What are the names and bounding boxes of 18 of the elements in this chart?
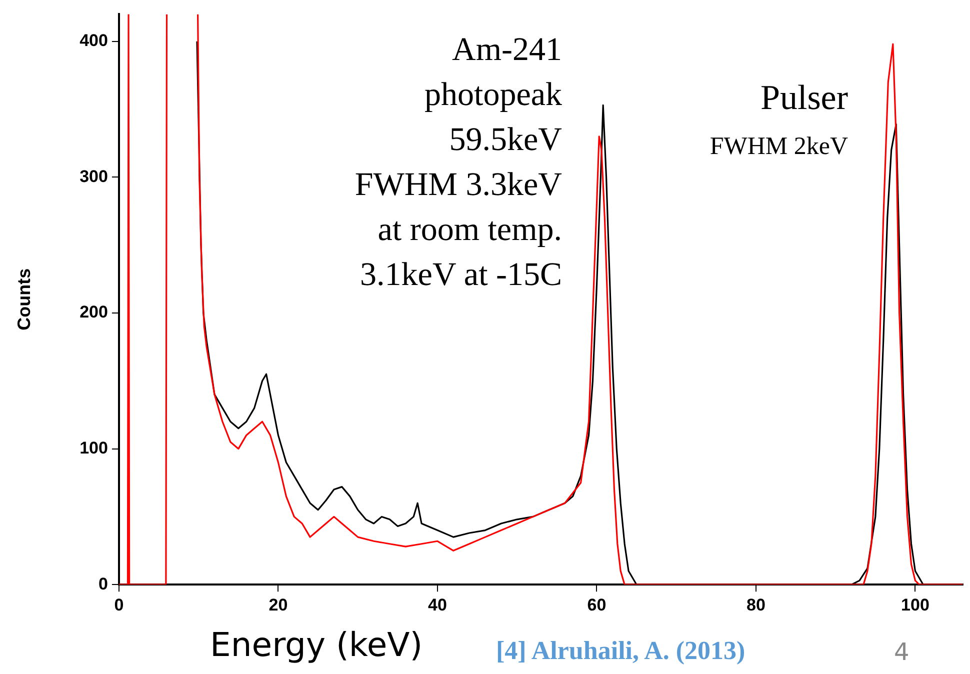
annotation: Am-241 photopeak 59.5keV FWHM 3.3keV at room temp. 3.1keV at -15C (354, 31, 562, 295)
x-tick-label: 40 (428, 595, 447, 614)
y-tick-label: 400 (80, 31, 108, 50)
y-tick-label: 0 (98, 574, 108, 594)
y-tick-label: 200 (80, 302, 108, 322)
x-axis-title: Energy (keV) (210, 625, 423, 664)
x-tick-label: 60 (587, 595, 606, 614)
y-axis-title: Counts (14, 268, 34, 330)
text: [4] Alruhaili, A. (2013) (496, 636, 746, 666)
annotation: FWHM 2keV (710, 132, 848, 162)
x-tick-label: 80 (746, 595, 766, 614)
y-tick-label: 300 (80, 166, 108, 186)
y-tick-label: 100 (80, 438, 108, 458)
x-tick-label: 0 (114, 595, 124, 614)
annotation: Pulser (760, 78, 848, 118)
x-tick-label: 20 (268, 595, 288, 614)
text: 4 (894, 638, 910, 666)
x-tick-label: 100 (901, 595, 930, 614)
